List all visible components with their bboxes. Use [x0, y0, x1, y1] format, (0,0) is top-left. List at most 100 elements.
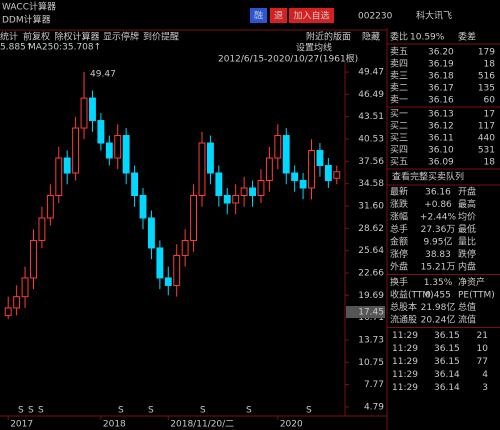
candle-body	[308, 150, 315, 189]
y-tick-label: 4.79	[364, 402, 384, 412]
price: 36.12	[428, 122, 454, 132]
toolbar-item[interactable]: 前复权	[23, 31, 50, 43]
volume: 60	[484, 96, 496, 106]
signal-marker: S	[306, 406, 312, 416]
stock-name: 科大讯飞	[416, 10, 452, 22]
time: 11:29	[392, 344, 418, 354]
candle-body	[72, 127, 80, 174]
x-tick-label: 2017	[10, 420, 33, 430]
tool-link[interactable]: DDM计算器	[2, 14, 51, 26]
price: 36.16	[428, 96, 454, 106]
candle-body	[333, 171, 341, 179]
candle-body	[274, 135, 282, 159]
button-label[interactable]: 退	[274, 11, 283, 22]
y-tick-label: 49.47	[358, 68, 384, 78]
value: +2.44%	[420, 213, 457, 223]
candle-body	[89, 97, 96, 122]
value: 1.35%	[424, 278, 453, 288]
value: 21.98亿	[421, 301, 456, 313]
toolbar-item[interactable]: 隐藏	[362, 31, 380, 43]
candle-body	[198, 142, 206, 196]
volume: 4	[482, 370, 488, 380]
cursor-label: 17.45	[358, 308, 384, 318]
candle-body	[324, 165, 332, 181]
tool-link[interactable]: WACC计算器	[2, 1, 56, 13]
volume: 440	[478, 134, 495, 144]
value: 10.59%	[410, 33, 445, 43]
candle-body	[30, 239, 37, 279]
label: 卖二	[390, 83, 408, 94]
y-tick-label: 13.73	[358, 335, 384, 345]
label: 买四	[390, 145, 408, 156]
candle-body	[156, 247, 164, 279]
candle-body	[38, 217, 46, 241]
ma-setting[interactable]: 设置均线	[296, 42, 332, 54]
candle-body	[147, 217, 155, 249]
signal-marker: S	[200, 406, 206, 416]
price: 36.15	[434, 344, 460, 354]
price: 36.17	[428, 84, 454, 94]
toolbar-item[interactable]: 除权计算器	[55, 31, 100, 43]
candle-body	[55, 157, 63, 196]
queue-link[interactable]: 查看完整买卖队列	[392, 171, 464, 183]
y-tick-label: 22.66	[358, 268, 384, 278]
price: 36.20	[428, 48, 454, 58]
candle-body	[13, 296, 21, 309]
price: 36.14	[434, 370, 460, 380]
toolbar-item[interactable]: 显示停牌	[103, 31, 139, 43]
button[interactable]	[289, 8, 334, 23]
y-tick-label: 43.51	[358, 112, 384, 122]
cursor-box	[346, 306, 385, 319]
candle-body	[80, 97, 88, 129]
candle-body	[282, 135, 290, 174]
label: 跌停	[458, 248, 476, 260]
label: 流通股	[390, 314, 417, 326]
x-tick-label: 2018	[103, 420, 126, 430]
label: 涨幅	[390, 211, 408, 223]
toolbar-item[interactable]: 统计	[0, 31, 18, 43]
candle-body	[63, 157, 71, 174]
value: 20.24亿	[421, 314, 456, 326]
candle-body	[240, 187, 248, 196]
label: 总股本	[390, 301, 417, 313]
label: 总手	[390, 223, 408, 235]
x-tick-label: 2020	[280, 420, 303, 430]
candle-body	[122, 135, 130, 174]
label: 涨跌	[390, 199, 408, 210]
candle-body	[114, 135, 122, 159]
button[interactable]	[270, 8, 287, 23]
y-tick-label: 28.62	[358, 224, 384, 234]
value: 36.16	[425, 188, 451, 198]
candle-body	[316, 150, 324, 167]
signal-marker: S	[148, 406, 154, 416]
value: 27.36万	[421, 225, 456, 235]
button-label[interactable]: 加入自选	[293, 10, 329, 22]
label: 外盘	[390, 261, 408, 273]
label: 卖一	[390, 95, 408, 106]
label: 最低	[458, 223, 476, 235]
volume: 179	[478, 48, 495, 58]
value: 15.21万	[421, 263, 456, 273]
candle-body	[190, 194, 198, 241]
button[interactable]	[250, 8, 267, 23]
label: 换手	[390, 276, 408, 288]
candle-body	[299, 179, 307, 189]
y-tick-label: 34.58	[358, 179, 384, 189]
toolbar-item[interactable]: 附近的版面	[306, 31, 351, 43]
toolbar-item[interactable]: 到价提醒	[143, 31, 179, 43]
signal-marker: S	[28, 406, 34, 416]
price: 36.11	[428, 134, 454, 144]
candle-body	[139, 194, 147, 219]
value: 9.95亿	[423, 236, 452, 248]
price: 36.15	[434, 357, 460, 367]
candle-body	[4, 307, 12, 316]
label: 总值	[458, 301, 476, 313]
y-tick-label: 10.75	[358, 358, 384, 368]
stock-code: 002230	[358, 12, 393, 22]
y-tick-label: 46.49	[358, 90, 384, 100]
candle-body	[181, 239, 189, 256]
button-label[interactable]: 融	[254, 11, 263, 22]
label: 最高	[458, 198, 476, 210]
